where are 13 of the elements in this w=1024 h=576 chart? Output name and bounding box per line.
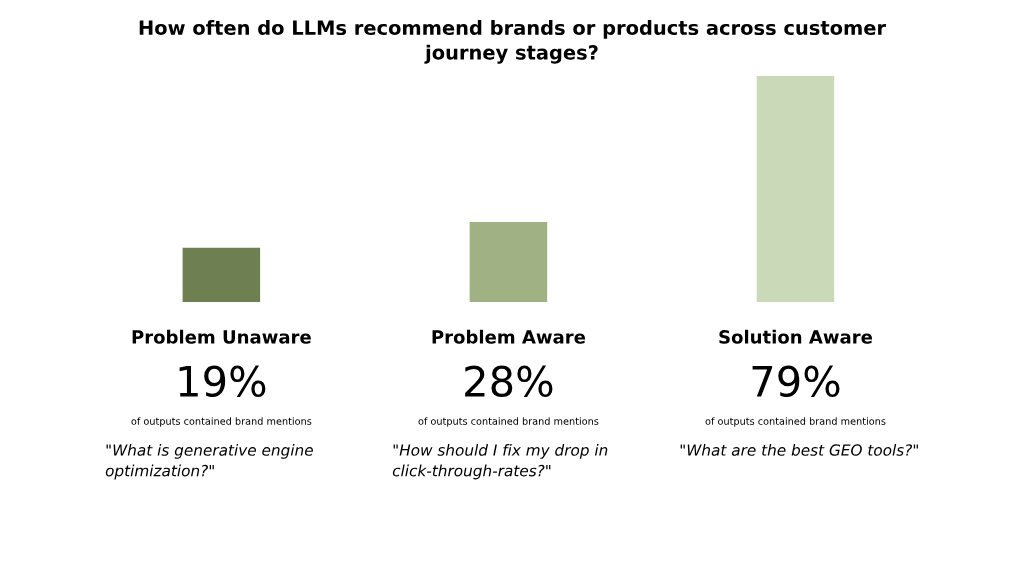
x-tick-label: Problem Aware bbox=[432, 329, 586, 344]
text: of outputs contained brand mentions bbox=[705, 417, 886, 427]
text: of outputs contained brand mentions bbox=[418, 417, 599, 427]
text: "How should I fix my drop in click-through-rates?" bbox=[392, 444, 608, 480]
data-label: 19% bbox=[179, 365, 266, 398]
text: "What are the best GEO tools?" bbox=[680, 444, 918, 456]
text: of outputs contained brand mentions bbox=[131, 417, 312, 427]
x-tick-label: Solution Aware bbox=[719, 329, 873, 344]
data-label: 28% bbox=[465, 365, 553, 398]
data-label: 79% bbox=[752, 365, 840, 398]
chart-title: How often do LLMs recommend brands or products across customer journey stages? bbox=[139, 20, 886, 64]
text: "What is generative engine optimization?" bbox=[105, 444, 313, 480]
x-tick-label: Problem Unaware bbox=[132, 329, 311, 344]
